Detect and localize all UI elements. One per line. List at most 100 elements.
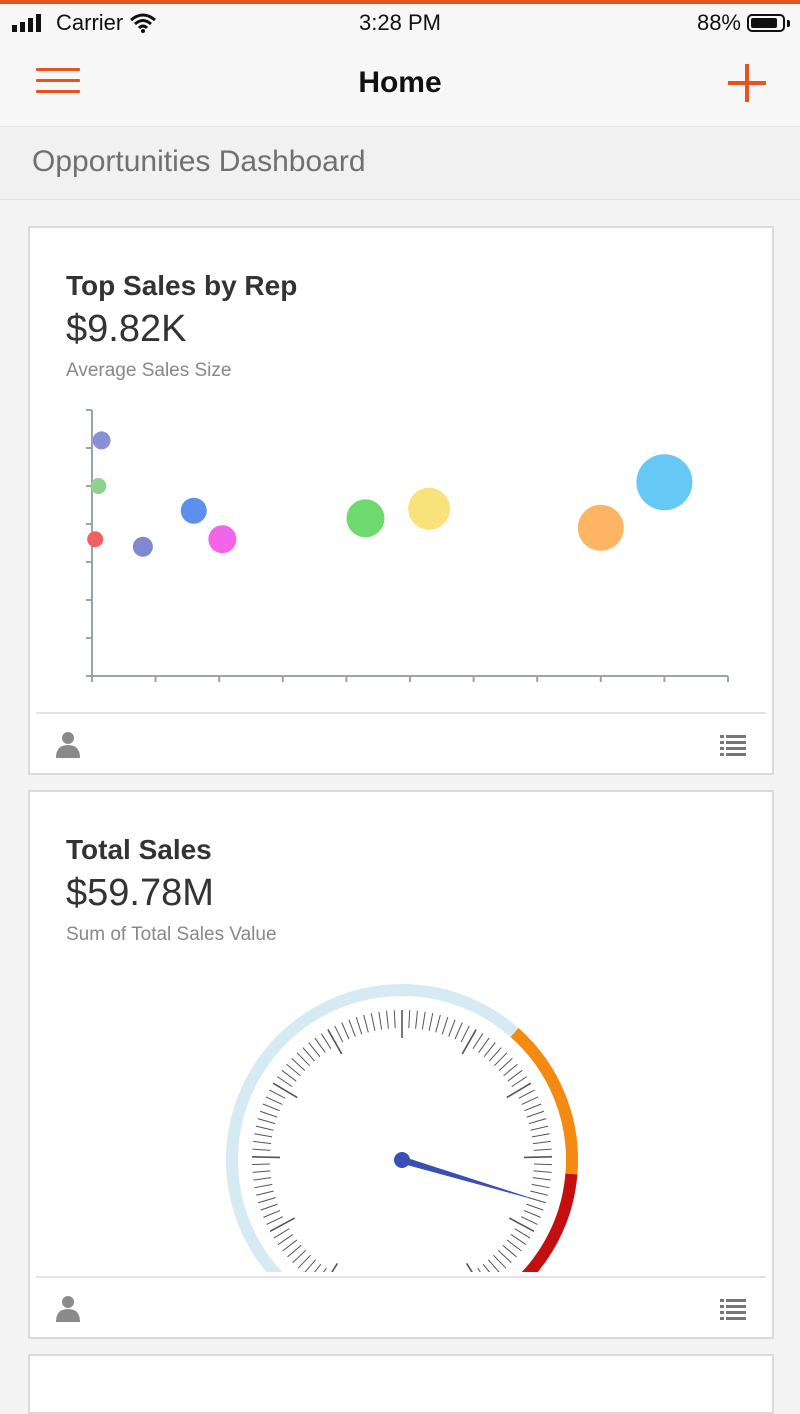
gauge-minor-tick bbox=[277, 1234, 294, 1245]
gauge-minor-tick bbox=[511, 1076, 527, 1088]
dashboard-header: Opportunities Dashboard bbox=[0, 126, 800, 200]
gauge-minor-tick bbox=[292, 1249, 307, 1264]
gauge-minor-tick bbox=[341, 1022, 350, 1040]
gauge-minor-tick bbox=[282, 1239, 298, 1252]
gauge-minor-tick bbox=[497, 1249, 512, 1264]
gauge-minor-tick bbox=[448, 1019, 456, 1037]
gauge-minor-tick bbox=[252, 1163, 271, 1166]
gauge-major-tick bbox=[465, 1263, 473, 1272]
gauge-minor-tick bbox=[441, 1016, 449, 1035]
card-footer bbox=[36, 712, 766, 774]
card-total-sales[interactable]: Total Sales $59.78M Sum of Total Sales V… bbox=[28, 790, 774, 1339]
user-icon[interactable] bbox=[54, 1294, 82, 1322]
gauge-minor-tick bbox=[323, 1267, 327, 1272]
gauge-minor-tick bbox=[493, 1254, 507, 1269]
gauge-minor-tick bbox=[252, 1170, 271, 1173]
gauge-minor-tick bbox=[493, 1052, 508, 1067]
gauge-minor-tick bbox=[454, 1022, 463, 1040]
gauge-minor-tick bbox=[254, 1183, 273, 1189]
gauge-minor-tick bbox=[257, 1118, 276, 1125]
gauge-band bbox=[521, 1173, 578, 1272]
card-partial[interactable] bbox=[28, 1354, 774, 1414]
signal-strength-icon bbox=[12, 14, 41, 32]
gauge-major-tick bbox=[252, 1156, 281, 1159]
scatter-chart[interactable] bbox=[30, 228, 772, 708]
scatter-point bbox=[636, 454, 693, 511]
battery-icon bbox=[747, 14, 785, 32]
gauge-minor-tick bbox=[435, 1014, 441, 1033]
gauge-minor-tick bbox=[259, 1110, 278, 1118]
card-value: $59.78M bbox=[66, 872, 214, 914]
nav-title: Home bbox=[358, 66, 442, 99]
gauge-minor-tick bbox=[308, 1042, 321, 1057]
gauge-minor-tick bbox=[482, 1263, 490, 1272]
gauge-minor-tick bbox=[498, 1058, 513, 1071]
gauge-minor-tick bbox=[281, 1069, 297, 1082]
scatter-point bbox=[408, 487, 451, 530]
gauge-minor-tick bbox=[314, 1263, 322, 1272]
card-title: Top Sales by Rep bbox=[66, 270, 298, 301]
scatter-point bbox=[180, 497, 207, 524]
gauge-minor-tick bbox=[348, 1019, 356, 1037]
gauge-minor-tick bbox=[483, 1042, 496, 1057]
navigation-bar: Home bbox=[0, 42, 800, 126]
gauge-minor-tick bbox=[297, 1254, 311, 1269]
gauge-minor-tick bbox=[296, 1052, 311, 1067]
gauge-minor-tick bbox=[521, 1096, 539, 1105]
gauge-minor-tick bbox=[253, 1140, 272, 1145]
gauge-minor-tick bbox=[263, 1210, 281, 1218]
user-icon[interactable] bbox=[54, 730, 82, 758]
card-title: Total Sales bbox=[66, 834, 212, 865]
gauge-minor-tick bbox=[255, 1125, 274, 1131]
gauge-major-tick bbox=[508, 1217, 535, 1233]
scatter-point bbox=[90, 478, 107, 494]
gauge-minor-tick bbox=[533, 1170, 552, 1173]
gauge-minor-tick bbox=[393, 1010, 396, 1029]
plus-icon[interactable] bbox=[728, 64, 766, 102]
gauge-minor-tick bbox=[477, 1267, 481, 1272]
gauge-minor-tick bbox=[478, 1037, 490, 1053]
gauge-minor-tick bbox=[386, 1010, 389, 1029]
status-bar: Carrier 3:28 PM 88% bbox=[0, 4, 800, 42]
gauge-minor-tick bbox=[265, 1096, 283, 1105]
card-footer bbox=[36, 1276, 766, 1338]
gauge-needle bbox=[401, 1156, 546, 1203]
gauge-minor-tick bbox=[262, 1103, 280, 1112]
scatter-point bbox=[92, 431, 111, 450]
gauge-minor-tick bbox=[503, 1063, 518, 1077]
card-value: $9.82K bbox=[66, 308, 187, 350]
scatter-point bbox=[87, 531, 104, 548]
list-icon[interactable] bbox=[720, 734, 746, 756]
card-top-sales-by-rep[interactable]: Top Sales by Rep $9.82K Average Sales Si… bbox=[28, 226, 774, 775]
gauge-minor-tick bbox=[260, 1203, 278, 1211]
gauge-minor-tick bbox=[286, 1063, 301, 1077]
battery-tip bbox=[787, 19, 790, 27]
gauge-minor-tick bbox=[531, 1183, 550, 1189]
list-icon[interactable] bbox=[720, 1298, 746, 1320]
gauge-minor-tick bbox=[472, 1033, 484, 1050]
gauge-minor-tick bbox=[530, 1190, 548, 1196]
gauge-minor-tick bbox=[421, 1011, 426, 1030]
gauge-minor-tick bbox=[291, 1058, 306, 1071]
gauge-minor-tick bbox=[252, 1148, 271, 1151]
gauge-minor-tick bbox=[523, 1210, 541, 1218]
gauge-minor-tick bbox=[428, 1013, 434, 1031]
gauge-major-tick bbox=[331, 1263, 339, 1272]
gauge-minor-tick bbox=[526, 1110, 545, 1118]
gauge-minor-tick bbox=[518, 1089, 535, 1099]
top-accent-line bbox=[0, 0, 800, 4]
gauge-major-tick bbox=[272, 1082, 298, 1099]
gauge-minor-tick bbox=[531, 1133, 550, 1138]
gauge-minor-tick bbox=[370, 1013, 376, 1031]
gauge-minor-tick bbox=[363, 1014, 369, 1033]
card-subtitle: Sum of Total Sales Value bbox=[66, 924, 277, 945]
gauge-chart[interactable] bbox=[30, 792, 772, 1272]
dashboard-title: Opportunities Dashboard bbox=[32, 145, 366, 178]
hamburger-menu-icon[interactable] bbox=[36, 68, 80, 100]
scatter-point bbox=[577, 504, 624, 551]
gauge-minor-tick bbox=[287, 1244, 302, 1258]
gauge-minor-tick bbox=[415, 1010, 418, 1029]
gauge-minor-tick bbox=[488, 1259, 500, 1272]
gauge-band bbox=[226, 984, 519, 1272]
gauge-minor-tick bbox=[258, 1197, 276, 1204]
